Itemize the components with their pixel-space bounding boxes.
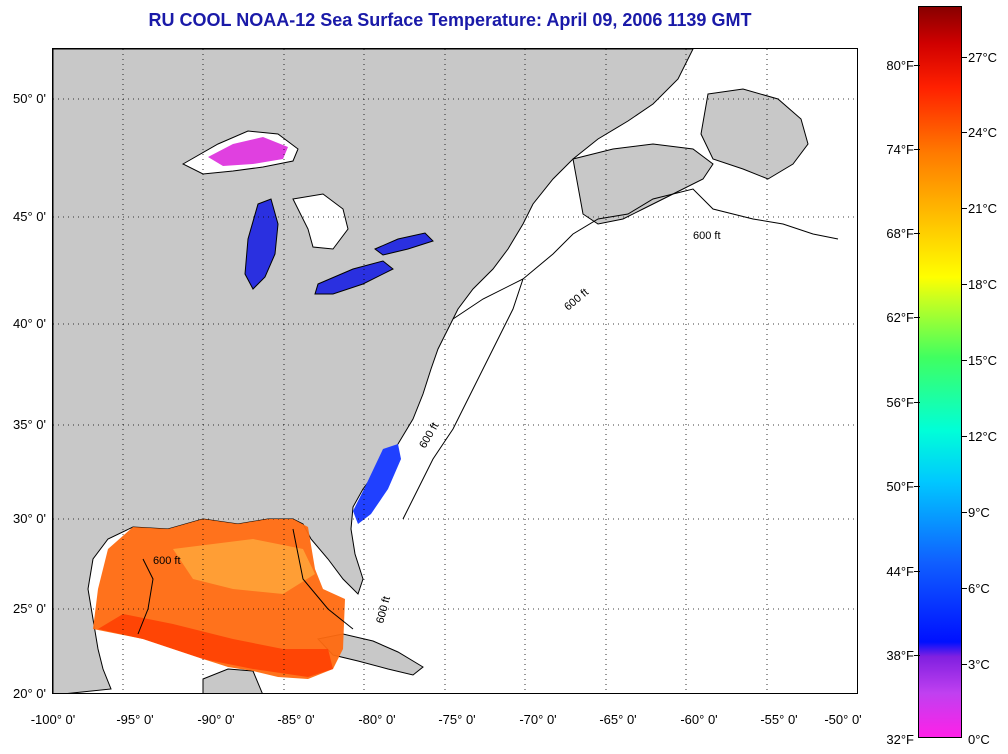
- land-cuba: [317, 633, 424, 676]
- lon-label-60: -60° 0': [680, 712, 718, 727]
- land-yucatan: [202, 668, 263, 693]
- lon-label-95: -95° 0': [116, 712, 154, 727]
- lon-label-65: -65° 0': [599, 712, 637, 727]
- scale-label-44f: 44°F: [886, 564, 914, 579]
- scale-label-12c: 12°C: [968, 429, 998, 444]
- lake-erie: [314, 260, 394, 295]
- lat-label-50: 50° 0': [13, 91, 46, 106]
- scale-label-38f: 38°F: [886, 648, 914, 663]
- lat-label-45: 45° 0': [13, 209, 46, 224]
- lon-label-100: -100° 0': [30, 712, 76, 727]
- lake-michigan: [244, 198, 279, 290]
- lake-ontario: [374, 232, 434, 256]
- lat-label-30: 30° 0': [13, 511, 46, 526]
- isobath-label-shelf: 600 ft: [693, 230, 721, 242]
- isobath-label-gulf: 600 ft: [153, 555, 181, 567]
- land-north-america: [53, 49, 694, 693]
- map-title: RU COOL NOAA-12 Sea Surface Temperature:…: [148, 10, 752, 30]
- scale-label-32f: 32°F: [886, 732, 914, 747]
- land-newfoundland: [700, 88, 809, 180]
- scale-label-74f: 74°F: [886, 142, 914, 157]
- land-maritimes: [572, 143, 714, 225]
- sst-carolina-shelf: [353, 444, 401, 524]
- scale-label-6c: 6°C: [968, 581, 990, 596]
- scale-label-3c: 3°C: [968, 657, 990, 672]
- isobath-label-florida: 600 ft: [374, 595, 393, 625]
- sst-lake-superior: [208, 137, 288, 166]
- lon-label-70: -70° 0': [519, 712, 557, 727]
- sst-gulf-warm-band: [98, 614, 333, 677]
- scale-label-9c: 9°C: [968, 505, 990, 520]
- scale-label-68f: 68°F: [886, 226, 914, 241]
- scale-label-62f: 62°F: [886, 310, 914, 325]
- scale-label-18c: 18°C: [968, 277, 998, 292]
- isobath-label-atlantic: 600 ft: [417, 421, 441, 451]
- scale-label-0c: 0°C: [968, 732, 990, 747]
- lon-label-55: -55° 0': [760, 712, 798, 727]
- scale-label-15c: 15°C: [968, 353, 998, 368]
- lat-label-20: 20° 0': [13, 686, 46, 701]
- lake-huron: [292, 193, 349, 250]
- lat-label-25: 25° 0': [13, 601, 46, 616]
- scale-label-21c: 21°C: [968, 201, 998, 216]
- lon-label-85: -85° 0': [277, 712, 315, 727]
- scale-label-24c: 24°C: [968, 125, 998, 140]
- lat-label-35: 35° 0': [13, 417, 46, 432]
- isobath-label-north: 600 ft: [562, 286, 591, 313]
- scale-label-27c: 27°C: [968, 50, 998, 65]
- lat-label-40: 40° 0': [13, 316, 46, 331]
- lon-label-50: -50° 0': [824, 712, 862, 727]
- scale-label-56f: 56°F: [886, 395, 914, 410]
- sst-gulf-cloud-patch: [173, 539, 315, 594]
- lon-label-75: -75° 0': [438, 712, 476, 727]
- scale-label-50f: 50°F: [886, 479, 914, 494]
- color-scale-bar: [918, 6, 962, 738]
- sst-map: 600 ft 600 ft 600 ft 600 ft 600 ft: [52, 48, 858, 694]
- lon-label-80: -80° 0': [358, 712, 396, 727]
- isobath-600ft: [137, 188, 839, 635]
- scale-label-80f: 80°F: [886, 58, 914, 73]
- lon-label-90: -90° 0': [197, 712, 235, 727]
